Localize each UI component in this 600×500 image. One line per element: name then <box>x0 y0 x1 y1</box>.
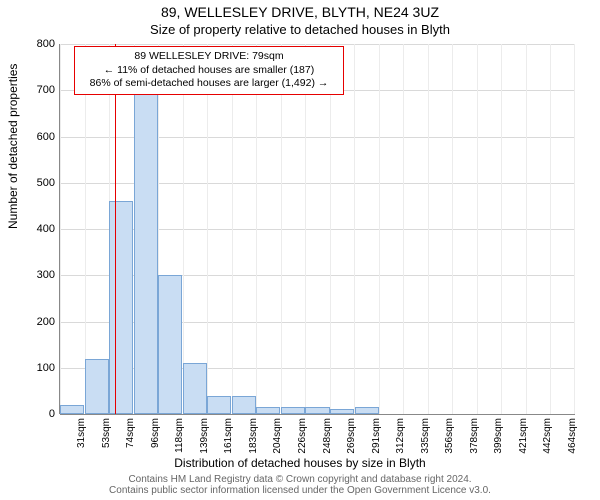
x-tick-label: 291sqm <box>371 418 382 454</box>
histogram-bar <box>281 407 305 414</box>
histogram-bar <box>305 407 329 414</box>
gridline-v <box>330 44 331 414</box>
histogram-bar <box>60 405 84 414</box>
y-tick-label: 200 <box>15 316 55 328</box>
histogram-bar <box>330 409 354 414</box>
gridline-v <box>428 44 429 414</box>
gridline-v <box>207 44 208 414</box>
x-tick-label: 442sqm <box>542 418 553 454</box>
histogram-bar <box>183 363 207 414</box>
gridline-v <box>574 44 575 414</box>
y-tick-label: 400 <box>15 223 55 235</box>
x-tick-label: 204sqm <box>272 418 283 454</box>
x-tick-label: 53sqm <box>101 418 112 448</box>
gridline-v <box>232 44 233 414</box>
gridline-v <box>477 44 478 414</box>
x-tick-label: 96sqm <box>150 418 161 448</box>
gridline-v <box>550 44 551 414</box>
x-tick-label: 139sqm <box>199 418 210 454</box>
gridline-v <box>281 44 282 414</box>
gridline-v <box>501 44 502 414</box>
y-tick-label: 600 <box>15 131 55 143</box>
y-tick-label: 700 <box>15 84 55 96</box>
x-tick-label: 269sqm <box>346 418 357 454</box>
property-marker-line <box>115 44 117 414</box>
x-axis-title: Distribution of detached houses by size … <box>0 456 600 470</box>
x-tick-label: 248sqm <box>322 418 333 454</box>
plot-area <box>60 44 575 414</box>
x-tick-label: 464sqm <box>567 418 578 454</box>
histogram-bar <box>158 275 182 414</box>
chart-container: 89, WELLESLEY DRIVE, BLYTH, NE24 3UZ Siz… <box>0 0 600 500</box>
gridline-v <box>526 44 527 414</box>
gridline-v <box>452 44 453 414</box>
gridline-v <box>379 44 380 414</box>
info-box: 89 WELLESLEY DRIVE: 79sqm ← 11% of detac… <box>74 46 344 95</box>
gridline-v <box>183 44 184 414</box>
y-tick-label: 100 <box>15 362 55 374</box>
x-tick-label: 74sqm <box>125 418 136 448</box>
gridline-v <box>354 44 355 414</box>
x-axis-line <box>60 414 575 415</box>
info-line-2: ← 11% of detached houses are smaller (18… <box>81 64 337 78</box>
gridline-h <box>60 44 575 45</box>
y-tick-label: 300 <box>15 269 55 281</box>
histogram-bar <box>232 396 256 415</box>
x-tick-label: 226sqm <box>297 418 308 454</box>
histogram-bar <box>355 407 379 414</box>
gridline-v <box>256 44 257 414</box>
histogram-bar <box>85 359 109 415</box>
x-tick-label: 421sqm <box>518 418 529 454</box>
x-tick-label: 378sqm <box>469 418 480 454</box>
histogram-bar <box>256 407 280 414</box>
info-line-3: 86% of semi-detached houses are larger (… <box>81 77 337 91</box>
x-tick-label: 31sqm <box>76 418 87 448</box>
x-tick-label: 118sqm <box>174 418 185 453</box>
attribution-line: Contains HM Land Registry data © Crown c… <box>0 474 600 485</box>
y-tick-label: 800 <box>15 38 55 50</box>
attribution-line: Contains public sector information licen… <box>0 485 600 496</box>
x-tick-label: 161sqm <box>223 418 234 454</box>
x-tick-label: 312sqm <box>395 418 406 454</box>
y-tick-label: 0 <box>15 408 55 420</box>
x-tick-label: 183sqm <box>248 418 259 454</box>
attribution-text: Contains HM Land Registry data © Crown c… <box>0 474 600 496</box>
gridline-v <box>60 44 61 414</box>
y-tick-label: 500 <box>15 177 55 189</box>
x-tick-label: 356sqm <box>444 418 455 454</box>
chart-subtitle: Size of property relative to detached ho… <box>0 22 600 37</box>
gridline-v <box>403 44 404 414</box>
histogram-bar <box>109 201 133 414</box>
histogram-bar <box>207 396 231 415</box>
info-line-1: 89 WELLESLEY DRIVE: 79sqm <box>81 50 337 64</box>
chart-title: 89, WELLESLEY DRIVE, BLYTH, NE24 3UZ <box>0 4 600 20</box>
x-tick-label: 335sqm <box>420 418 431 454</box>
x-tick-label: 399sqm <box>493 418 504 454</box>
gridline-v <box>305 44 306 414</box>
histogram-bar <box>134 72 158 414</box>
